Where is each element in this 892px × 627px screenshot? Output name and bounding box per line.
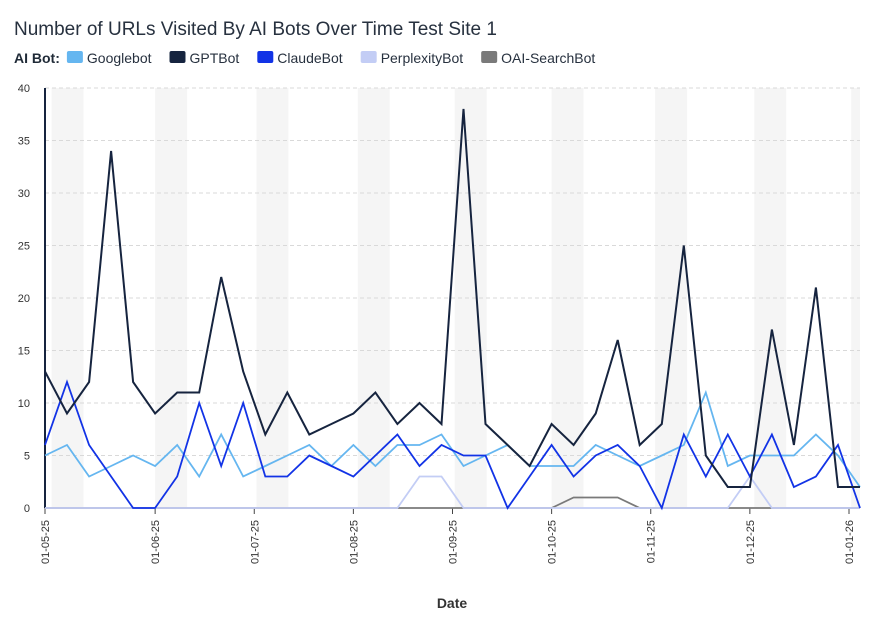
gridlines (45, 87, 860, 456)
y-tick-label: 5 (24, 451, 30, 463)
legend-swatch (257, 51, 274, 63)
series-line-gptbot (44, 108, 860, 488)
x-tick-label: 01-07-25 (249, 520, 261, 564)
y-tick-label: 35 (18, 136, 30, 148)
y-tick-label: 40 (18, 83, 30, 95)
x-tick-label: 01-12-25 (745, 520, 757, 564)
y-tick-label: 0 (24, 503, 30, 515)
y-tick-label: 20 (18, 293, 30, 305)
legend-label: GPTBot (190, 50, 240, 66)
x-tick-label: 01-01-26 (844, 520, 856, 564)
legend: AI Bot: Googlebot GPTBot ClaudeBot Perplexi… (14, 50, 595, 66)
series-line-perplexitybot (45, 474, 860, 509)
legend-swatch (66, 51, 83, 63)
legend-label: ClaudeBot (277, 50, 342, 66)
x-tick-label: 01-08-25 (348, 520, 360, 564)
background-band (851, 88, 860, 508)
y-tick-label: 30 (18, 188, 30, 200)
x-tick-label: 01-05-25 (40, 520, 52, 564)
x-axis: 01-05-25 01-06-25 01-07-25 01-08-25 01-09-25… (40, 507, 860, 564)
series-line-claudebot (44, 379, 861, 511)
legend-swatch (481, 51, 498, 63)
y-axis: 0 5 10 15 20 25 30 35 40 (18, 83, 46, 515)
legend-label: PerplexityBot (381, 50, 464, 66)
legend-prefix: AI Bot: (14, 50, 60, 66)
x-tick-label: 01-09-25 (448, 520, 460, 564)
x-tick-label: 01-11-25 (646, 520, 658, 563)
y-tick-label: 10 (18, 398, 30, 410)
y-tick-label: 25 (18, 241, 30, 253)
x-axis-label: Date (437, 595, 468, 611)
legend-swatch (169, 51, 186, 63)
x-tick-label: 01-10-25 (547, 520, 559, 564)
x-tick-label: 01-06-25 (150, 520, 162, 564)
chart-title: Number of URLs Visited By AI Bots Over T… (14, 19, 497, 40)
series-lines (44, 108, 861, 511)
legend-label: OAI-SearchBot (501, 50, 595, 66)
legend-label: Googlebot (87, 50, 152, 66)
y-tick-label: 15 (18, 346, 30, 358)
legend-swatch (360, 51, 377, 63)
